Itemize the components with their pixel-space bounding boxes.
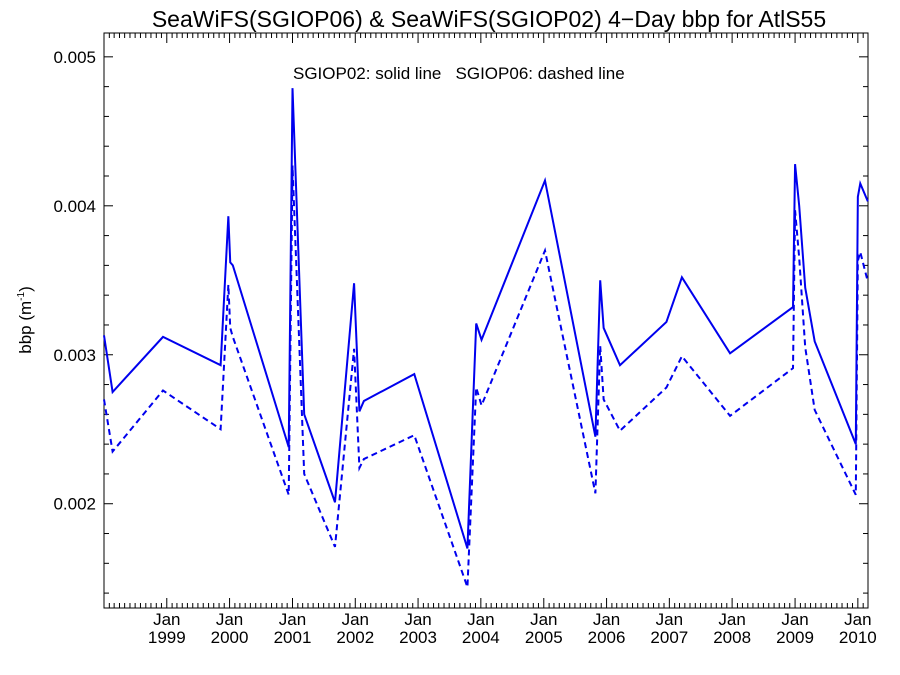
x-tick-month-label: Jan bbox=[342, 610, 369, 629]
y-axis-label-close: ) bbox=[16, 286, 35, 292]
x-tick-month-label: Jan bbox=[153, 610, 180, 629]
x-tick-month-label: Jan bbox=[467, 610, 494, 629]
x-tick-year-label: 2003 bbox=[399, 628, 437, 647]
x-tick-year-label: 2006 bbox=[588, 628, 626, 647]
x-tick-month-label: Jan bbox=[593, 610, 620, 629]
line-style-annotation: SGIOP02: solid line SGIOP06: dashed line bbox=[293, 64, 625, 83]
series-group bbox=[103, 88, 869, 588]
x-tick-month-label: Jan bbox=[844, 610, 871, 629]
series-line-sgiop06 bbox=[103, 165, 869, 588]
x-tick-year-label: 2005 bbox=[525, 628, 563, 647]
y-axis: 0.002 0.003 0.004 0.005 bbox=[53, 48, 868, 594]
plot-frame bbox=[103, 32, 869, 609]
x-tick-month-label: Jan bbox=[530, 610, 557, 629]
x-tick-year-label: 2009 bbox=[776, 628, 814, 647]
y-tick-label: 0.005 bbox=[53, 48, 96, 67]
x-tick-year-label: 2001 bbox=[274, 628, 312, 647]
x-tick-month-label: Jan bbox=[718, 610, 745, 629]
y-tick-label: 0.004 bbox=[53, 197, 96, 216]
x-tick-month-label: Jan bbox=[279, 610, 306, 629]
chart-title: SeaWiFS(SGIOP06) & SeaWiFS(SGIOP02) 4−Da… bbox=[152, 6, 826, 32]
x-tick-month-label: Jan bbox=[216, 610, 243, 629]
x-tick-month-label: Jan bbox=[656, 610, 683, 629]
y-axis-label-text: bbp (m bbox=[16, 301, 35, 354]
y-axis-label: bbp (m-1) bbox=[16, 286, 35, 354]
x-tick-month-label: Jan bbox=[404, 610, 431, 629]
x-tick-year-label: 2008 bbox=[713, 628, 751, 647]
y-tick-label: 0.002 bbox=[53, 495, 96, 514]
x-tick-year-label: 2000 bbox=[211, 628, 249, 647]
x-tick-year-label: 2010 bbox=[839, 628, 877, 647]
x-tick-year-label: 2004 bbox=[462, 628, 500, 647]
x-axis: Jan1999Jan2000Jan2001Jan2002Jan2003Jan20… bbox=[103, 33, 877, 647]
series-line-sgiop02 bbox=[103, 88, 869, 549]
x-tick-month-label: Jan bbox=[781, 610, 808, 629]
x-tick-year-label: 1999 bbox=[148, 628, 186, 647]
x-tick-year-label: 2007 bbox=[650, 628, 688, 647]
y-axis-label-superscript: -1 bbox=[16, 291, 27, 300]
x-tick-year-label: 2002 bbox=[336, 628, 374, 647]
y-tick-label: 0.003 bbox=[53, 346, 96, 365]
